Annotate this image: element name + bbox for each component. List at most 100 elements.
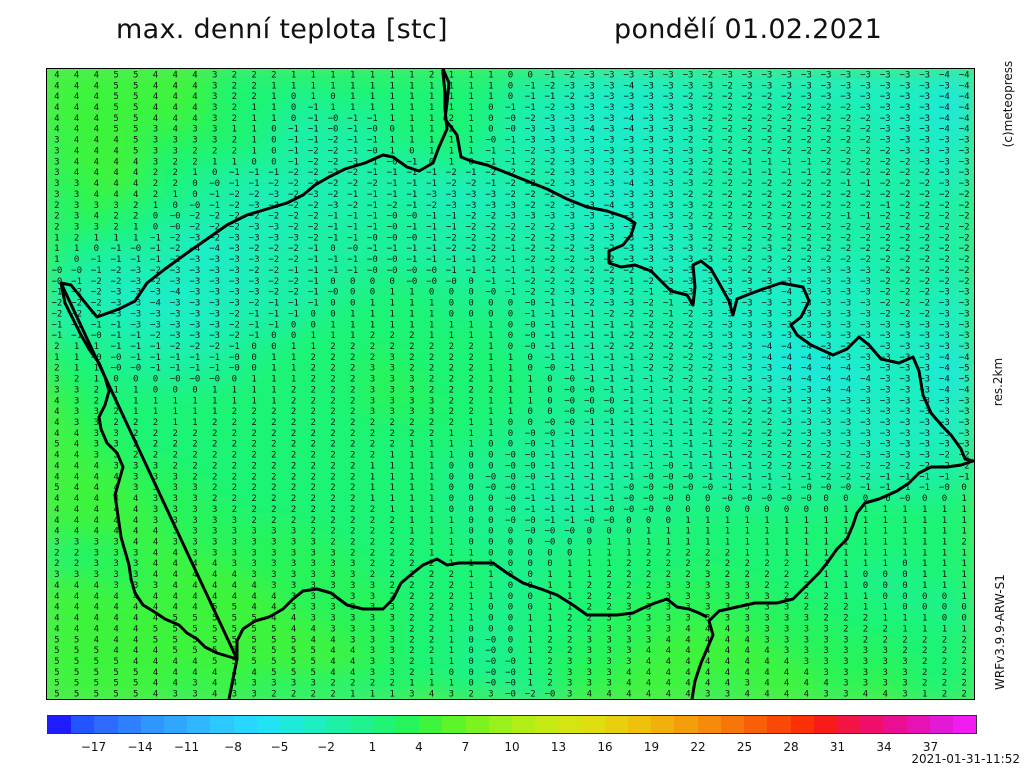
grid-value: −3 [939,407,950,417]
grid-value: 2 [330,461,335,471]
grid-value: −3 [722,266,733,276]
grid-value: 1 [251,146,256,156]
grid-value: −2 [190,212,201,222]
grid-value: −1 [367,190,378,200]
grid-value: −2 [860,125,871,135]
grid-value: −2 [485,255,496,265]
grid-value: 3 [133,559,138,569]
grid-value: −1 [426,233,437,243]
grid-value: 4 [94,494,99,504]
grid-value: −3 [761,375,772,385]
grid-value: 1 [409,81,414,91]
grid-value: 2 [330,472,335,482]
grid-value: 2 [370,505,375,515]
grid-value: −3 [683,255,694,265]
grid-value: −3 [130,309,141,319]
grid-value: 1 [251,385,256,395]
grid-value: −2 [742,255,753,265]
grid-value: 2 [744,559,749,569]
grid-value: 2 [251,451,256,461]
grid-value: −1 [604,483,615,493]
grid-value: −3 [505,201,516,211]
grid-value: 0 [883,570,888,580]
grid-value: 1 [389,136,394,146]
grid-value: −2 [525,157,536,167]
grid-value: −2 [446,244,457,254]
grid-value: 1 [449,527,454,537]
grid-value: 1 [251,103,256,113]
grid-value: 2 [311,451,316,461]
grid-value: −4 [761,353,772,363]
grid-value: −4 [939,353,950,363]
grid-value: −2 [900,190,911,200]
grid-value: 1 [429,81,434,91]
grid-value: 1 [468,92,473,102]
grid-value: −3 [919,320,930,330]
grid-value: 0 [468,472,473,482]
grid-value: 3 [54,168,59,178]
grid-value: 1 [823,527,828,537]
grid-value: 2 [232,483,237,493]
grid-value: −3 [742,385,753,395]
grid-value: 1 [922,505,927,515]
grid-value: −3 [170,331,181,341]
grid-value: −2 [485,223,496,233]
grid-value: 2 [251,483,256,493]
grid-value: −2 [840,168,851,178]
grid-value: −1 [643,375,654,385]
grid-value: 4 [54,527,59,537]
grid-value: −3 [959,146,970,156]
grid-value: 4 [133,190,138,200]
grid-value: 4 [54,418,59,428]
grid-value: −2 [683,353,694,363]
grid-value: 1 [942,548,947,558]
grid-value: 1 [942,559,947,569]
grid-value: 1 [291,342,296,352]
grid-value: −1 [643,440,654,450]
grid-value: −1 [643,396,654,406]
grid-value: 2 [449,407,454,417]
grid-value: 1 [823,570,828,580]
grid-value: 4 [94,146,99,156]
grid-value: 2 [468,364,473,374]
grid-value: 1 [863,538,868,548]
grid-value: −3 [801,407,812,417]
grid-value: 4 [74,146,79,156]
grid-value: −2 [939,223,950,233]
grid-value: −3 [880,70,891,80]
grid-value: −2 [446,168,457,178]
grid-value: 4 [74,114,79,124]
grid-value: 2 [311,396,316,406]
grid-value: −2 [939,266,950,276]
grid-value: −1 [623,461,634,471]
grid-value: 1 [409,505,414,515]
grid-value: 1 [232,125,237,135]
grid-value: 3 [409,375,414,385]
grid-value: −1 [584,472,595,482]
grid-value: 4 [172,103,177,113]
grid-value: 0 [508,342,513,352]
grid-value: −4 [939,103,950,113]
grid-value: 3 [409,385,414,395]
grid-value: 3 [54,190,59,200]
grid-value: −3 [840,407,851,417]
grid-value: 3 [705,570,710,580]
grid-value: 2 [468,375,473,385]
grid-value: −1 [702,451,713,461]
grid-value: −2 [959,201,970,211]
grid-value: −3 [900,418,911,428]
grid-value: 3 [212,538,217,548]
grid-value: −2 [150,331,161,341]
grid-value: 4 [113,527,118,537]
grid-value: −3 [584,288,595,298]
grid-value: −0 [821,483,832,493]
grid-value: −1 [51,320,62,330]
grid-value: −3 [170,277,181,287]
grid-value: −1 [406,179,417,189]
grid-value: −2 [919,288,930,298]
grid-value: 4 [94,505,99,515]
grid-value: 0 [902,581,907,591]
grid-value: 4 [113,179,118,189]
grid-value: −2 [742,103,753,113]
grid-value: 2 [271,440,276,450]
